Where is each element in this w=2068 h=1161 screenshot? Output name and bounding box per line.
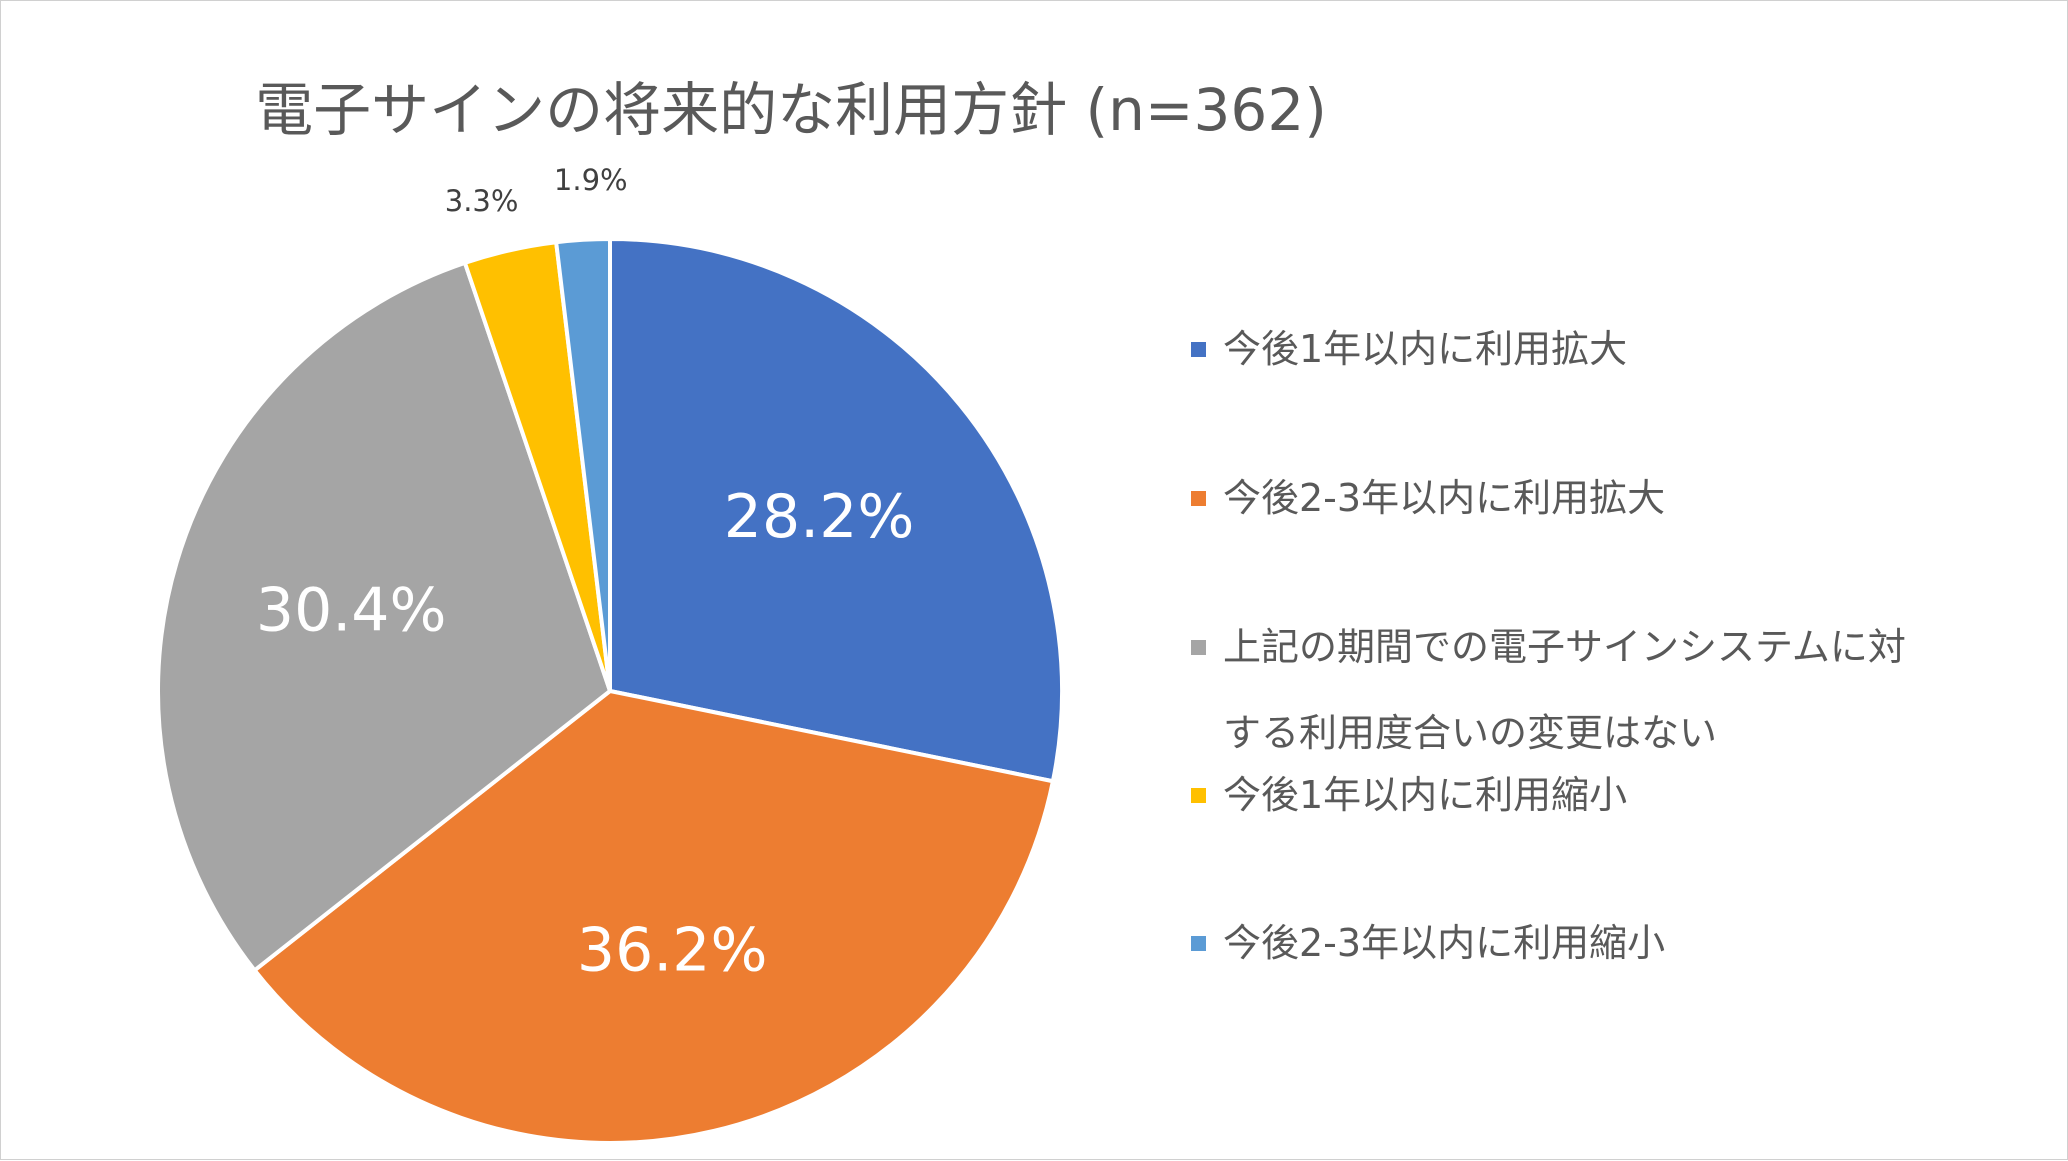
- legend-label: 今後2-3年以内に利用拡大: [1223, 476, 1666, 520]
- data-label-reduce-2-3yr: 1.9%: [554, 163, 628, 197]
- legend-label: 上記の期間での電子サインシステムに対する利用度合いの変更はない: [1223, 625, 1906, 755]
- data-label-reduce-1yr: 3.3%: [445, 184, 519, 218]
- legend-swatch: [1191, 936, 1206, 951]
- legend-item-no-change: 上記の期間での電子サインシステムに対する利用度合いの変更はない: [1191, 604, 1943, 776]
- legend-label: 今後1年以内に利用縮小: [1223, 773, 1628, 817]
- legend-item-reduce-2-3yr: 今後2-3年以内に利用縮小: [1191, 900, 1943, 986]
- legend-swatch: [1191, 640, 1206, 655]
- legend-label: 今後1年以内に利用拡大: [1223, 327, 1628, 371]
- pie-slice-no-change: [156, 260, 612, 973]
- pie-slice-expand-1yr: [608, 237, 1064, 784]
- data-label-expand-2-3yr: 36.2%: [577, 915, 768, 985]
- pie-slices: [156, 237, 1064, 1145]
- legend-swatch: [1191, 491, 1206, 506]
- data-label-no-change: 30.4%: [256, 576, 447, 646]
- legend-item-expand-1yr: 今後1年以内に利用拡大: [1191, 306, 1943, 392]
- pie-slice-expand-2-3yr: [252, 689, 1055, 1145]
- legend-swatch: [1191, 342, 1206, 357]
- data-label-expand-1yr: 28.2%: [724, 482, 915, 552]
- pie-data-labels: 28.2% 36.2% 30.4% 3.3% 1.9%: [256, 163, 915, 985]
- chart-legend: 今後1年以内に利用拡大 今後2-3年以内に利用拡大上記の期間での電子サインシステム…: [1191, 1, 2051, 1161]
- chart-title: 電子サインの将来的な利用方針 (n=362): [255, 76, 1327, 144]
- legend-item-reduce-1yr: 今後1年以内に利用縮小: [1191, 752, 1943, 838]
- pie-slice-reduce-2-3yr: [554, 237, 612, 693]
- legend-item-expand-2-3yr: 今後2-3年以内に利用拡大: [1191, 455, 1943, 541]
- legend-swatch: [1191, 788, 1206, 803]
- legend-label: 今後2-3年以内に利用縮小: [1223, 921, 1666, 965]
